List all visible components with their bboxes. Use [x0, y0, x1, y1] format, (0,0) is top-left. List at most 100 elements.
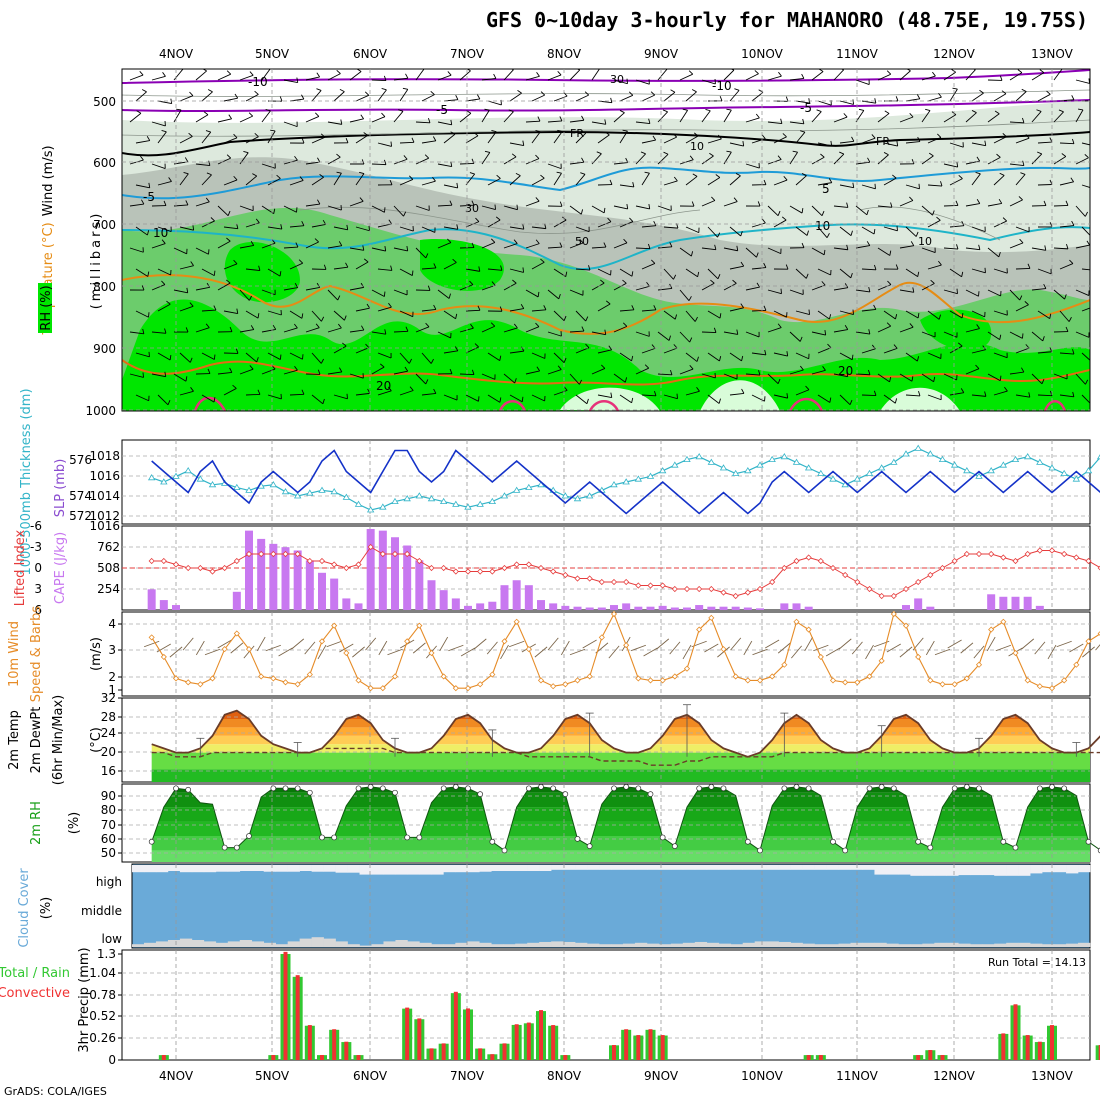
upper-wind-barb — [752, 310, 766, 311]
cloud-high-bar — [551, 865, 563, 870]
cloud-low-bar — [743, 943, 755, 947]
cape-bar — [586, 608, 594, 610]
cape-bar — [671, 608, 679, 610]
cloud-low-bar — [336, 941, 348, 947]
rh2m-point — [624, 784, 629, 789]
cloud-high-bar — [623, 865, 635, 870]
cloud-high-bar — [982, 865, 994, 875]
rh2m-point — [794, 784, 799, 789]
upper-wind-barb-flag — [1092, 233, 1094, 238]
cloud-low-bar — [252, 941, 264, 947]
cape-bar — [148, 589, 156, 610]
rh2m-point — [502, 848, 507, 853]
cloud-high-bar — [1018, 865, 1030, 876]
precip-convective-bar — [527, 1023, 531, 1060]
upper-wind-barb — [246, 394, 260, 395]
rh2m-point — [441, 786, 446, 791]
upper-wind-barb — [372, 80, 386, 81]
precip-convective-bar — [819, 1055, 823, 1060]
precip-convective-bar — [1026, 1035, 1030, 1060]
contour-label-rh10-b: 10 — [918, 235, 932, 248]
cape-bar — [987, 594, 995, 610]
cloud-high-bar — [144, 865, 156, 872]
cloud-low-bar — [419, 943, 431, 947]
y-tick-label: 60 — [101, 832, 116, 846]
rh2m-point — [393, 790, 398, 795]
cape-bar — [476, 603, 484, 610]
upper-wind-barb-flag — [1095, 141, 1096, 146]
rh2m-point — [247, 834, 252, 839]
y-tick-label: 1.04 — [89, 966, 116, 980]
precip-convective-bar — [612, 1045, 616, 1060]
cape-bar — [598, 608, 606, 610]
temp2m-axis-label-c: (6hr Min/Max) — [51, 695, 66, 785]
cloud-high-bar — [755, 865, 767, 870]
cloud-low-bar — [1054, 944, 1066, 947]
precip-convective-bar — [928, 1050, 932, 1060]
cloud-high-bar — [719, 865, 731, 870]
precip-convective-bar — [417, 1018, 421, 1060]
wind10-ticks: 4321 — [108, 617, 122, 697]
cape-panel: -6-30361016762508254 Lifted Index CAPE (… — [13, 519, 1100, 617]
upper-wind-barb-flag — [853, 99, 854, 104]
cloud-high-bar — [934, 865, 946, 876]
y-tick-label: 0 — [108, 1053, 116, 1067]
cape-bar — [257, 539, 265, 610]
cloud-panel-frame — [132, 864, 1090, 948]
cloud-low-bar — [946, 943, 958, 947]
rh2m-point — [368, 784, 373, 789]
cloud-low-bar — [575, 943, 587, 947]
upper-wind-barb-flag — [852, 355, 853, 360]
precip-convective-bar — [405, 1008, 409, 1060]
cloud-low-bar — [443, 944, 455, 947]
cloud-high-bar — [204, 865, 216, 872]
cloud-low-bar — [958, 944, 970, 947]
cloud-low-bar — [527, 943, 539, 947]
cloud-low-bar — [767, 941, 779, 947]
precip-convective-bar — [1014, 1004, 1018, 1060]
precip-convective-bar — [271, 1055, 275, 1060]
cloud-high-bar — [228, 865, 240, 872]
pressure-tick-label: 500 — [93, 95, 116, 109]
cape-bar — [501, 585, 509, 610]
cloud-low-bar — [839, 944, 851, 947]
cape-bar — [720, 607, 728, 610]
date-label-top: 4NOV — [159, 47, 194, 61]
temp2m-axis-unit: (°C) — [89, 727, 104, 753]
precip-convective-bar — [296, 975, 300, 1060]
rh2m-point — [782, 786, 787, 791]
cloud-low-bar — [372, 944, 384, 947]
rh2m-point — [295, 786, 300, 791]
rh2m-band — [122, 850, 1090, 862]
contour-label-20-a: 20 — [376, 379, 391, 393]
cape-bar — [513, 580, 521, 610]
cloud-low-bar — [707, 943, 719, 947]
cape-bar — [561, 606, 569, 610]
cloud-high-bar — [276, 865, 288, 872]
date-labels-top: 4NOV 5NOV 6NOV 7NOV 8NOV 9NOV 10NOV 11NOV 12NOV 1… — [159, 47, 1074, 61]
cloud-low-bar — [216, 943, 228, 947]
contour-label-20-b: 20 — [838, 364, 853, 378]
cloud-high-bar — [288, 865, 300, 872]
upper-wind-barb — [1054, 205, 1068, 206]
cloud-low-bar — [479, 943, 491, 947]
rh2m-panel: 9080706050 2m RH (%) — [29, 784, 1100, 862]
cloud-high-bar — [1042, 865, 1054, 872]
y-tick-label: 50 — [101, 846, 116, 860]
cape-bar — [537, 600, 545, 610]
cloud-low-bar — [431, 944, 443, 947]
upper-wind-barb — [372, 164, 386, 165]
cloud-low-bar — [324, 939, 336, 947]
cloud-low-bar — [300, 939, 312, 947]
date-label-bottom: 12NOV — [933, 1069, 975, 1083]
cloud-high-bar — [958, 865, 970, 875]
cloud-high-bar — [348, 865, 360, 873]
contour-label-minus10-a: -10 — [248, 75, 268, 89]
millibars-axis-label: (millibars) — [89, 211, 104, 310]
cloud-high-bar — [791, 865, 803, 870]
date-label-top: 8NOV — [547, 47, 582, 61]
date-label-bottom: 10NOV — [741, 1069, 783, 1083]
cloud-high-bar — [180, 865, 192, 872]
precip-convective-bar — [332, 1029, 336, 1060]
cloud-high-bar — [132, 865, 144, 872]
